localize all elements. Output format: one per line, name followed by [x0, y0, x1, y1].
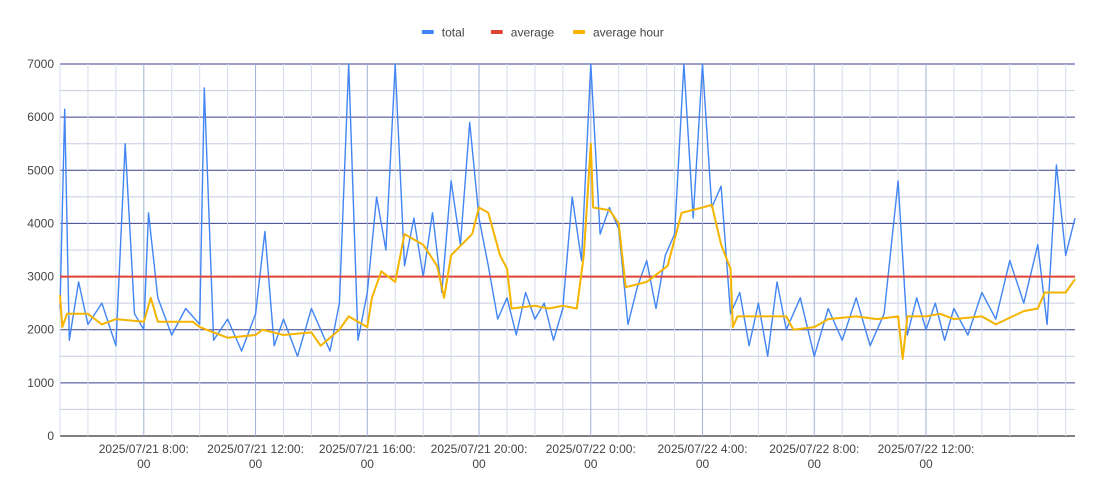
x-tick-label-line2: 00 — [249, 457, 263, 471]
x-tick-label: 2025/07/21 12:00: — [207, 442, 304, 456]
legend-label: total — [442, 26, 465, 40]
y-tick-label: 1000 — [27, 376, 54, 390]
series-line-total — [59, 63, 1076, 357]
x-tick-label-line2: 00 — [472, 457, 486, 471]
y-axis: 0 1000 2000 3000 4000 5000 6000 7000 — [27, 57, 54, 443]
legend-swatch — [490, 30, 503, 34]
legend-item-average[interactable]: average — [490, 26, 555, 40]
x-tick-label: 2025/07/21 16:00: — [319, 442, 416, 456]
y-tick-label: 6000 — [27, 110, 54, 124]
y-tick-label: 5000 — [27, 163, 54, 177]
y-tick-label: 0 — [47, 429, 54, 443]
y-tick-label: 2000 — [27, 323, 54, 337]
legend-swatch — [573, 30, 585, 34]
x-tick-label: 2025/07/22 4:00: — [657, 442, 747, 456]
x-tick-label-line2: 00 — [584, 457, 598, 471]
x-tick-label: 2025/07/21 20:00: — [431, 442, 528, 456]
legend-swatch — [421, 30, 434, 34]
y-tick-label: 4000 — [27, 216, 54, 230]
x-tick-label-line2: 00 — [696, 457, 710, 471]
legend: total average average hour — [421, 26, 664, 40]
x-tick-label-line2: 00 — [808, 457, 822, 471]
legend-item-total[interactable]: total — [421, 26, 465, 40]
x-tick-label: 2025/07/22 8:00: — [769, 442, 859, 456]
legend-label: average hour — [593, 26, 664, 40]
x-tick-label-line2: 00 — [919, 457, 933, 471]
x-tick-label: 2025/07/22 12:00: — [878, 442, 975, 456]
y-tick-label: 7000 — [27, 57, 54, 71]
y-tick-label: 3000 — [27, 270, 54, 284]
legend-label: average — [511, 26, 555, 40]
chart-series-layer — [59, 63, 1076, 360]
series-line-average-hour — [59, 142, 1076, 360]
x-tick-label: 2025/07/21 8:00: — [99, 442, 189, 456]
x-tick-label-line2: 00 — [137, 457, 151, 471]
x-tick-label-line2: 00 — [361, 457, 375, 471]
legend-item-average-hour[interactable]: average hour — [573, 26, 664, 40]
x-tick-label: 2025/07/22 0:00: — [546, 442, 636, 456]
